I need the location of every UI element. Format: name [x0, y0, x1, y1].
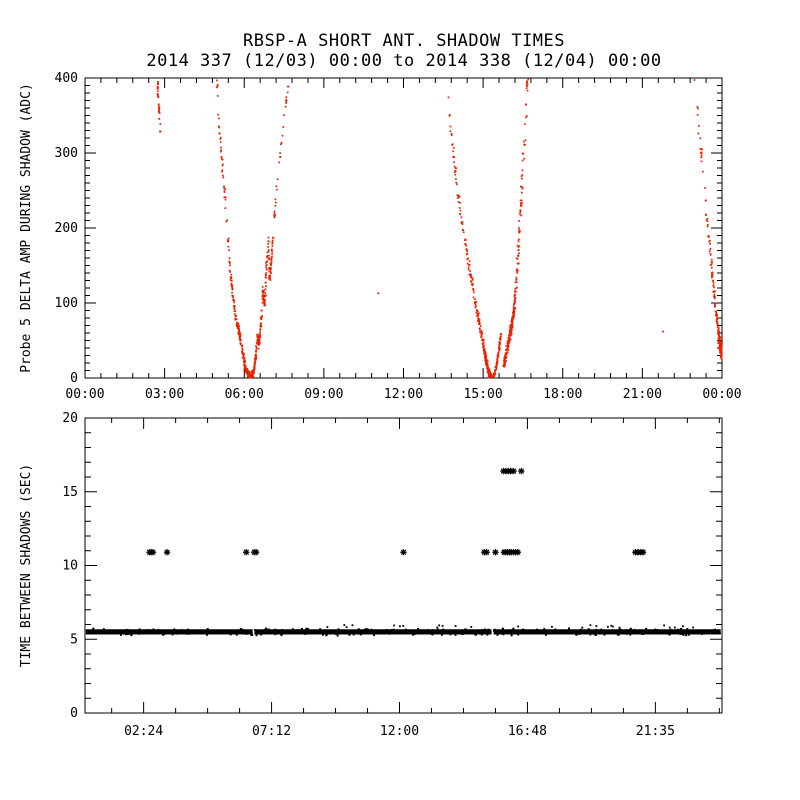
- y-tick-label: 20: [62, 411, 78, 426]
- y-tick-label: 0: [70, 706, 78, 721]
- y-axis-title: Probe 5 DELTA AMP DURING SHADOW (ADC): [19, 83, 34, 373]
- asterisk-marker: [514, 549, 522, 556]
- y-tick-label: 300: [55, 146, 78, 161]
- x-tick-label: 09:00: [304, 387, 343, 402]
- asterisk-marker: [149, 549, 157, 556]
- x-tick-label: 21:00: [623, 387, 662, 402]
- x-tick-label: 06:00: [225, 387, 264, 402]
- asterisk-marker: [243, 549, 250, 556]
- y-axis-title: TIME BETWEEN SHADOWS (SEC): [19, 464, 34, 668]
- asterisk-marker: [492, 549, 499, 556]
- y-tick-label: 100: [55, 296, 78, 311]
- asterisk-marker: [639, 549, 647, 556]
- x-tick-label: 12:00: [380, 724, 419, 739]
- asterisk-marker: [163, 549, 171, 556]
- y-tick-label: 0: [70, 371, 78, 386]
- asterisk-marker: [252, 549, 260, 556]
- asterisk-marker: [400, 549, 407, 556]
- y-tick-label: 10: [62, 559, 78, 574]
- asterisk-marker: [518, 467, 525, 475]
- x-tick-label: 07:12: [252, 724, 291, 739]
- x-tick-label: 18:00: [543, 387, 582, 402]
- x-tick-label: 00:00: [702, 387, 741, 402]
- y-tick-label: 200: [55, 221, 78, 236]
- shadow-interval-band: [493, 629, 721, 635]
- plot-subtitle: 2014 337 (12/03) 00:00 to 2014 338 (12/0…: [146, 51, 662, 71]
- y-tick-label: 15: [62, 485, 78, 500]
- x-tick-label: 21:35: [636, 724, 675, 739]
- plot-title: RBSP-A SHORT ANT. SHADOW TIMES: [242, 31, 566, 51]
- y-tick-label: 5: [70, 632, 78, 647]
- x-tick-label: 16:48: [508, 724, 547, 739]
- asterisk-marker: [510, 467, 517, 475]
- asterisk-marker: [483, 549, 490, 556]
- y-tick-label: 400: [55, 71, 78, 86]
- x-tick-label: 03:00: [145, 387, 184, 402]
- x-tick-label: 00:00: [65, 387, 104, 402]
- x-tick-label: 02:24: [124, 724, 163, 739]
- x-tick-label: 15:00: [464, 387, 503, 402]
- shadow-interval-band: [85, 629, 253, 635]
- x-tick-label: 12:00: [384, 387, 423, 402]
